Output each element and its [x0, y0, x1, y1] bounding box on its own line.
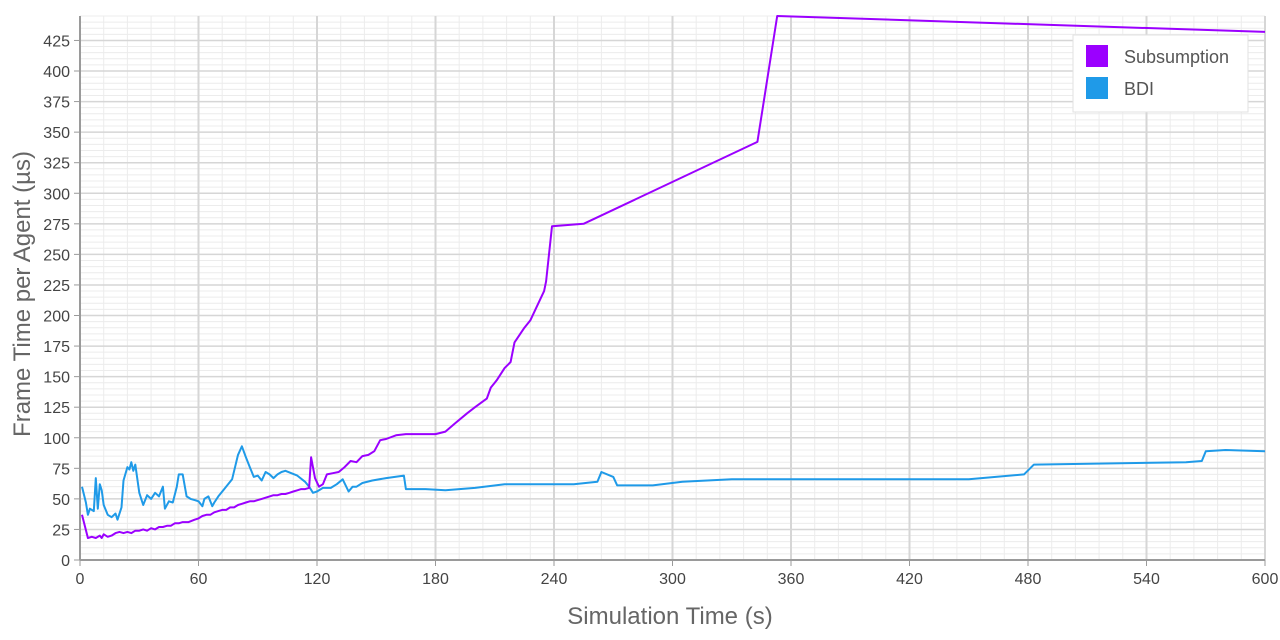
- legend-label-bdi: BDI: [1124, 79, 1154, 99]
- y-tick-label: 300: [43, 186, 70, 203]
- y-tick-label: 0: [61, 553, 70, 570]
- y-tick-label: 25: [52, 522, 70, 539]
- y-tick-label: 325: [43, 156, 70, 173]
- x-tick-label: 600: [1252, 571, 1279, 588]
- y-axis-title: Frame Time per Agent (µs): [9, 151, 36, 437]
- x-tick-labels: 0 60 120 180 240 300 360 420 480 540 600: [76, 560, 1279, 588]
- y-tick-label: 425: [43, 33, 70, 50]
- y-tick-labels: 0 25 50 75 100 125 150 175 200 225 250 275 300 325 350…: [43, 33, 80, 570]
- legend: Subsumption BDI: [1072, 34, 1249, 113]
- y-tick-label: 50: [52, 492, 70, 509]
- x-tick-label: 60: [190, 571, 208, 588]
- y-tick-label: 150: [43, 370, 70, 387]
- x-tick-label: 540: [1133, 571, 1160, 588]
- series-line-bdi: [81, 445, 1266, 521]
- x-axis-title: Simulation Time (s): [567, 603, 772, 630]
- y-tick-label: 125: [43, 400, 70, 417]
- x-tick-label: 120: [304, 571, 331, 588]
- legend-label-subsumption: Subsumption: [1124, 47, 1229, 67]
- y-tick-label: 375: [43, 95, 70, 112]
- y-tick-label: 400: [43, 64, 70, 81]
- y-tick-label: 225: [43, 278, 70, 295]
- x-tick-label: 240: [541, 571, 568, 588]
- y-tick-label: 75: [52, 461, 70, 478]
- y-tick-label: 250: [43, 247, 70, 264]
- x-tick-label: 480: [1015, 571, 1042, 588]
- y-tick-label: 100: [43, 431, 70, 448]
- y-tick-label: 200: [43, 309, 70, 326]
- x-tick-label: 300: [659, 571, 686, 588]
- series-layer: [81, 15, 1266, 539]
- x-tick-label: 420: [896, 571, 923, 588]
- series-line-subsumption: [81, 15, 1266, 539]
- y-tick-label: 275: [43, 217, 70, 234]
- x-tick-label: 360: [778, 571, 805, 588]
- y-tick-label: 175: [43, 339, 70, 356]
- legend-swatch-subsumption: [1086, 45, 1108, 67]
- x-tick-label: 0: [76, 571, 85, 588]
- y-tick-label: 350: [43, 125, 70, 142]
- major-grid: [80, 16, 1266, 560]
- legend-swatch-bdi: [1086, 77, 1108, 99]
- x-tick-label: 180: [422, 571, 449, 588]
